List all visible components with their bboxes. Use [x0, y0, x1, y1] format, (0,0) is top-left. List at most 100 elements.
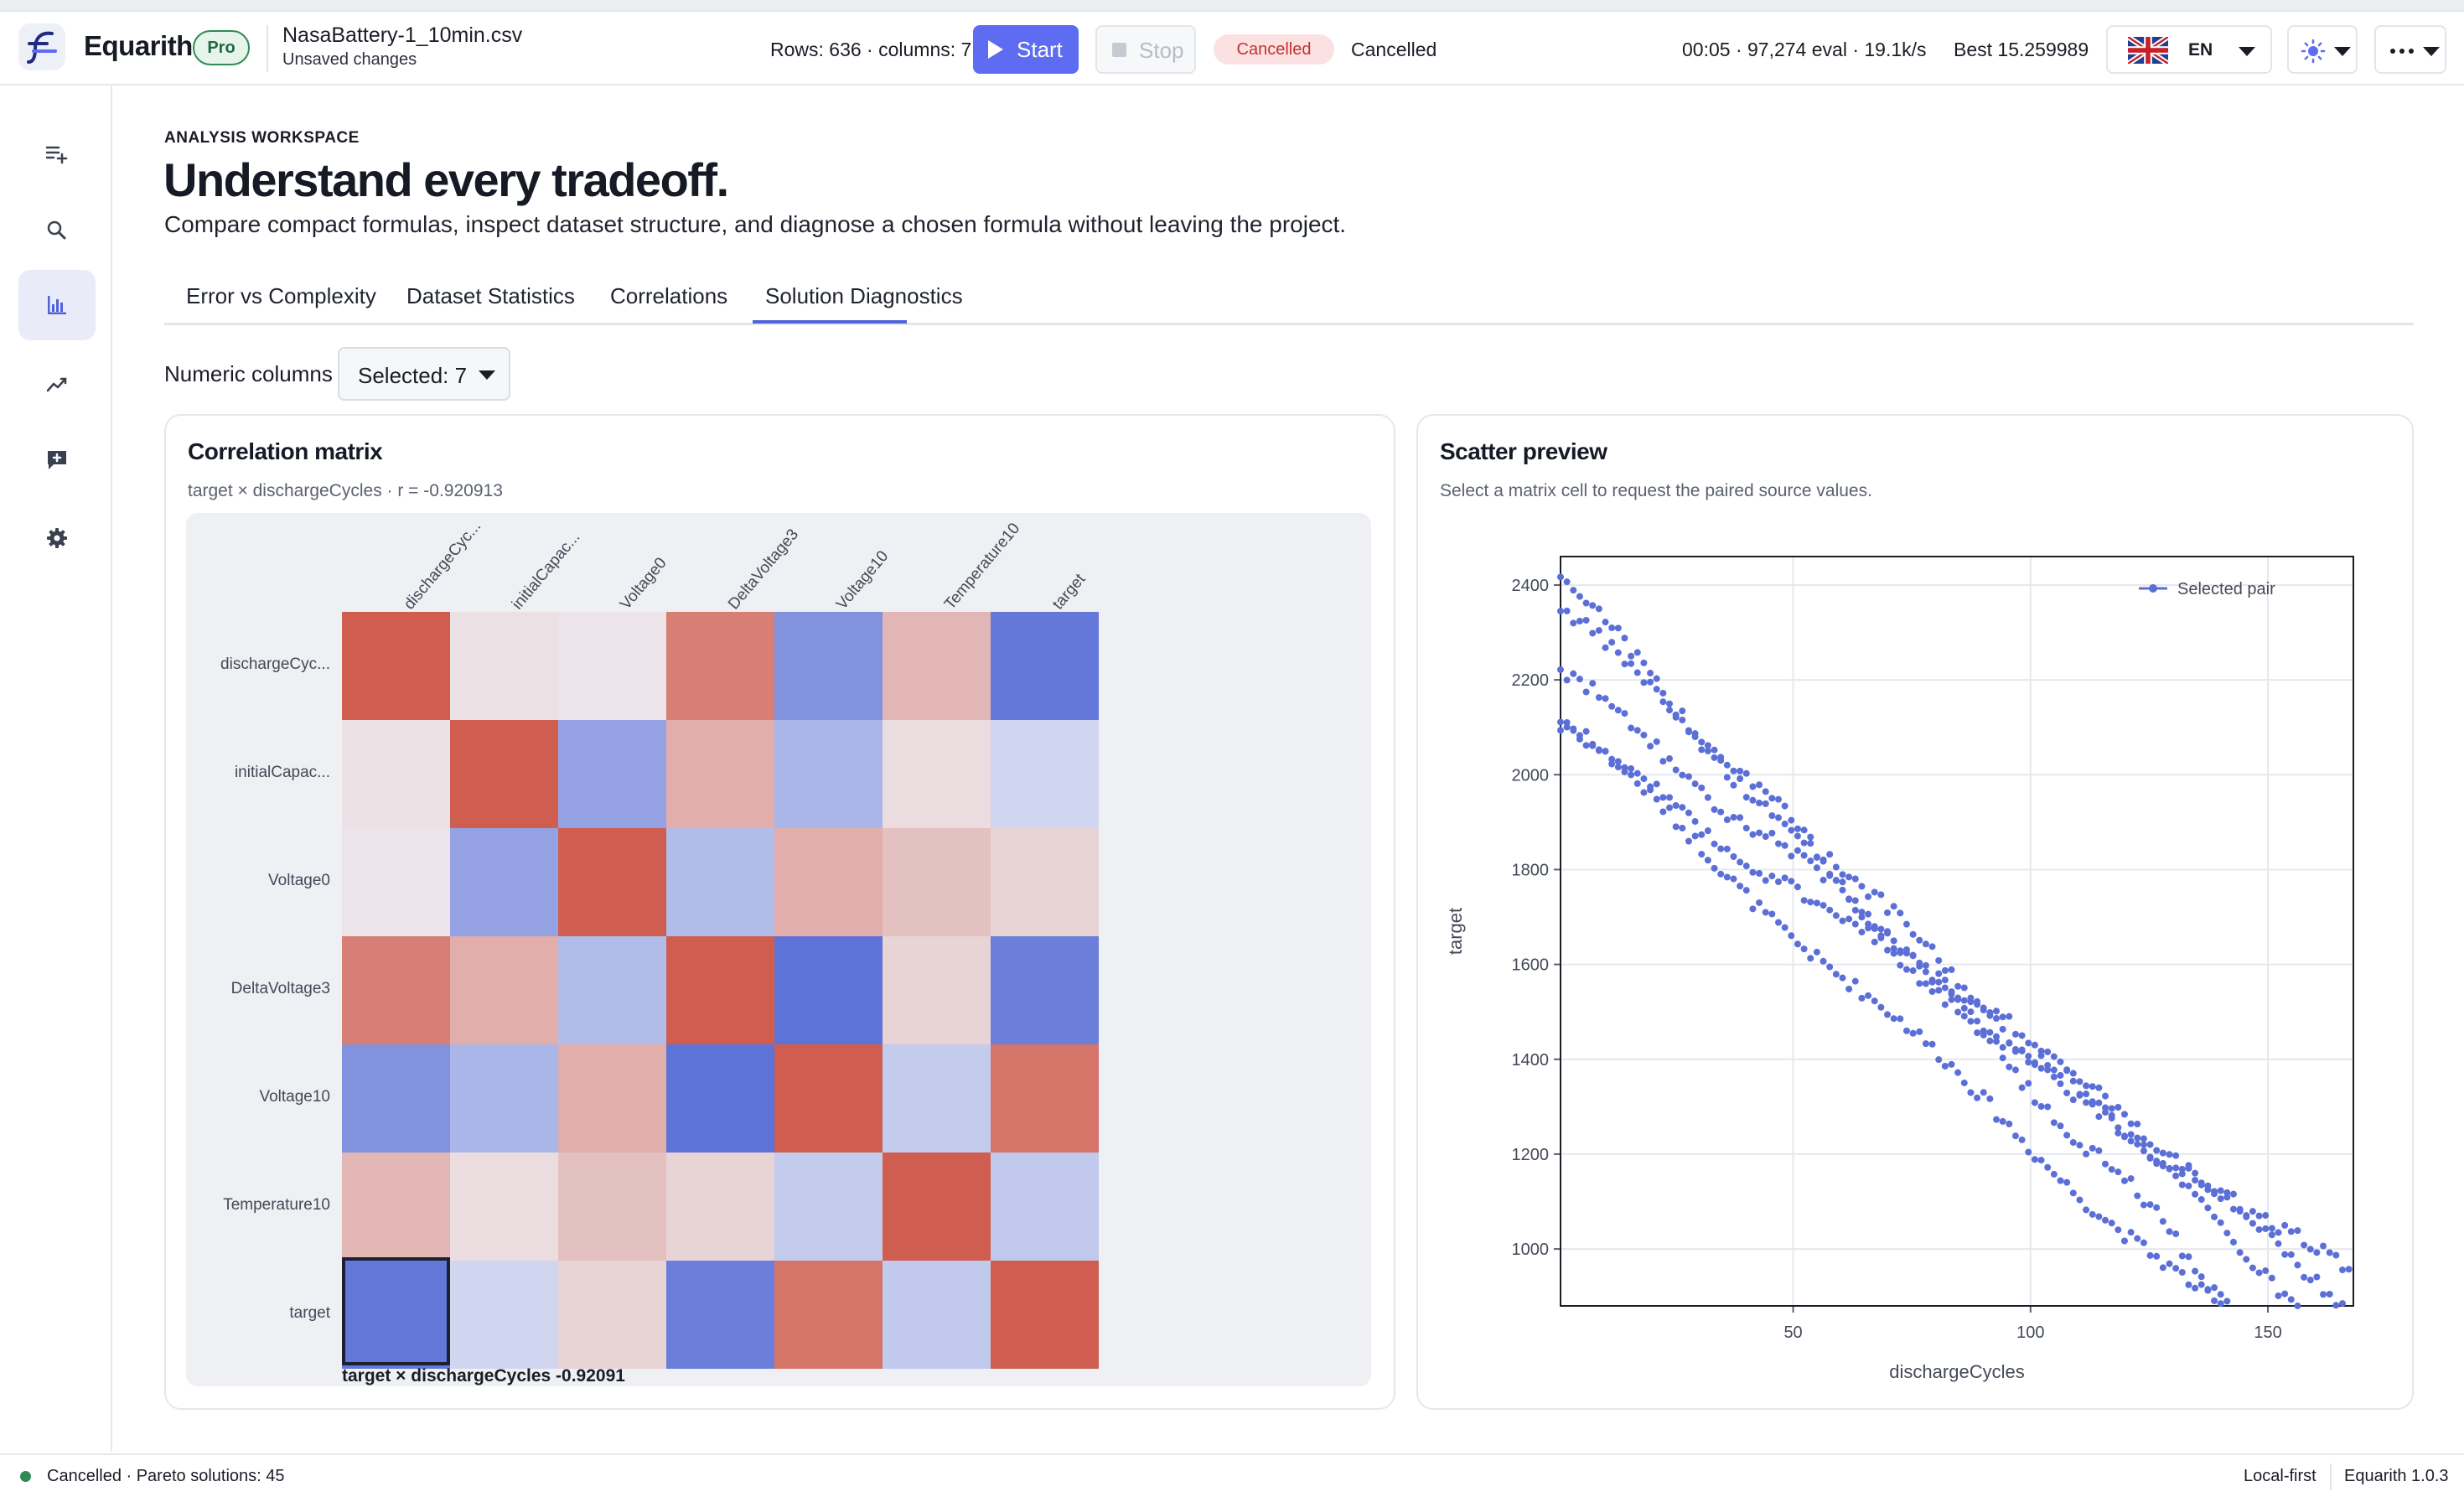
scatter-point[interactable]: [2006, 1063, 2013, 1070]
scatter-point[interactable]: [1845, 985, 1853, 992]
scatter-point[interactable]: [1685, 837, 1692, 845]
scatter-point[interactable]: [1704, 857, 1711, 864]
scatter-point[interactable]: [1640, 679, 1648, 686]
scatter-point[interactable]: [1653, 738, 1660, 745]
scatter-point[interactable]: [2192, 1267, 2199, 1275]
scatter-point[interactable]: [2172, 1152, 2180, 1159]
scatter-point[interactable]: [1788, 816, 1795, 824]
scatter-point[interactable]: [1960, 984, 1968, 992]
scatter-point[interactable]: [2140, 1141, 2147, 1148]
scatter-point[interactable]: [2166, 1260, 2173, 1267]
scatter-point[interactable]: [1974, 997, 1981, 1005]
scatter-point[interactable]: [1941, 1062, 1949, 1070]
scatter-point[interactable]: [1653, 795, 1660, 803]
scatter-point[interactable]: [1858, 914, 1866, 921]
scatter-point[interactable]: [2089, 1101, 2096, 1108]
scatter-point[interactable]: [1826, 851, 1834, 858]
scatter-point[interactable]: [2083, 1082, 2090, 1090]
scatter-point[interactable]: [1826, 963, 1834, 971]
scatter-point[interactable]: [1633, 669, 1641, 676]
scatter-point[interactable]: [2204, 1286, 2212, 1293]
scatter-point[interactable]: [2044, 1163, 2052, 1171]
scatter-point[interactable]: [2089, 1083, 2096, 1090]
sidebar-item-trends[interactable]: [18, 349, 96, 419]
scatter-point[interactable]: [1711, 864, 1718, 872]
heatmap-cell[interactable]: [342, 936, 450, 1044]
scatter-point[interactable]: [2095, 1084, 2103, 1091]
scatter-point[interactable]: [1723, 845, 1731, 852]
scatter-point[interactable]: [2025, 1080, 2032, 1087]
scatter-point[interactable]: [1897, 961, 1904, 969]
scatter-point[interactable]: [2229, 1205, 2237, 1213]
scatter-point[interactable]: [1922, 961, 1929, 969]
scatter-point[interactable]: [1839, 871, 1846, 878]
scatter-point[interactable]: [1960, 1013, 1968, 1020]
scatter-point[interactable]: [2153, 1147, 2161, 1154]
heatmap-cell[interactable]: [666, 936, 774, 1044]
scatter-point[interactable]: [1737, 883, 1744, 890]
scatter-point[interactable]: [1608, 702, 1616, 710]
scatter-point[interactable]: [2050, 1066, 2058, 1074]
scatter-point[interactable]: [2249, 1208, 2256, 1215]
scatter-point[interactable]: [2146, 1201, 2154, 1209]
scatter-point[interactable]: [2153, 1204, 2161, 1211]
scatter-point[interactable]: [1980, 1027, 1987, 1034]
scatter-point[interactable]: [1800, 897, 1808, 904]
scatter-point[interactable]: [1916, 980, 1923, 987]
scatter-point[interactable]: [1723, 873, 1731, 881]
scatter-point[interactable]: [2262, 1212, 2270, 1220]
scatter-point[interactable]: [1820, 957, 1827, 965]
language-select[interactable]: EN: [2106, 25, 2272, 74]
scatter-point[interactable]: [1621, 635, 1628, 642]
heatmap-cell[interactable]: [774, 612, 883, 720]
scatter-point[interactable]: [1711, 746, 1718, 754]
scatter-point[interactable]: [1948, 966, 1955, 973]
scatter-point[interactable]: [1602, 695, 1609, 702]
scatter-point[interactable]: [1628, 652, 1635, 660]
sidebar-item-feedback[interactable]: [18, 425, 96, 495]
scatter-point[interactable]: [2127, 1131, 2135, 1138]
start-button[interactable]: Start: [973, 25, 1079, 74]
scatter-point[interactable]: [2178, 1252, 2186, 1260]
scatter-point[interactable]: [1633, 727, 1641, 734]
scatter-point[interactable]: [1608, 624, 1616, 632]
scatter-point[interactable]: [2281, 1221, 2289, 1229]
scatter-point[interactable]: [2069, 1139, 2077, 1147]
scatter-point[interactable]: [1999, 1025, 2006, 1033]
scatter-point[interactable]: [2134, 1141, 2141, 1148]
scatter-point[interactable]: [2102, 1092, 2109, 1100]
scatter-point[interactable]: [2185, 1182, 2192, 1189]
heatmap-cell[interactable]: [666, 1261, 774, 1369]
scatter-point[interactable]: [1672, 711, 1680, 718]
heatmap-cell[interactable]: [450, 1261, 558, 1369]
sidebar-item-analysis[interactable]: [18, 270, 96, 340]
scatter-point[interactable]: [2011, 1046, 2019, 1054]
scatter-point[interactable]: [1775, 840, 1783, 847]
scatter-point[interactable]: [1999, 1044, 2006, 1051]
scatter-point[interactable]: [1711, 754, 1718, 761]
scatter-point[interactable]: [1742, 862, 1750, 870]
scatter-point[interactable]: [2172, 1172, 2180, 1179]
scatter-point[interactable]: [1640, 731, 1648, 738]
heatmap-cell[interactable]: [991, 828, 1099, 936]
scatter-point[interactable]: [2134, 1192, 2141, 1199]
scatter-point[interactable]: [1845, 915, 1853, 923]
heatmap-cell[interactable]: [342, 828, 450, 936]
scatter-point[interactable]: [1922, 940, 1929, 948]
scatter-point[interactable]: [1851, 977, 1859, 985]
scatter-point[interactable]: [2031, 1041, 2038, 1049]
scatter-point[interactable]: [2192, 1177, 2199, 1184]
scatter-point[interactable]: [2172, 1164, 2180, 1172]
scatter-point[interactable]: [1794, 847, 1801, 854]
heatmap-cell[interactable]: [883, 1261, 991, 1369]
heatmap-cell[interactable]: [450, 936, 558, 1044]
scatter-point[interactable]: [1877, 935, 1885, 942]
scatter-point[interactable]: [2115, 1103, 2122, 1111]
scatter-point[interactable]: [1902, 920, 1910, 928]
scatter-point[interactable]: [1647, 678, 1654, 686]
theme-toggle[interactable]: [2287, 25, 2358, 74]
scatter-point[interactable]: [2037, 1157, 2045, 1164]
scatter-point[interactable]: [1749, 831, 1757, 838]
scatter-point[interactable]: [1858, 929, 1866, 936]
scatter-point[interactable]: [1698, 738, 1706, 746]
